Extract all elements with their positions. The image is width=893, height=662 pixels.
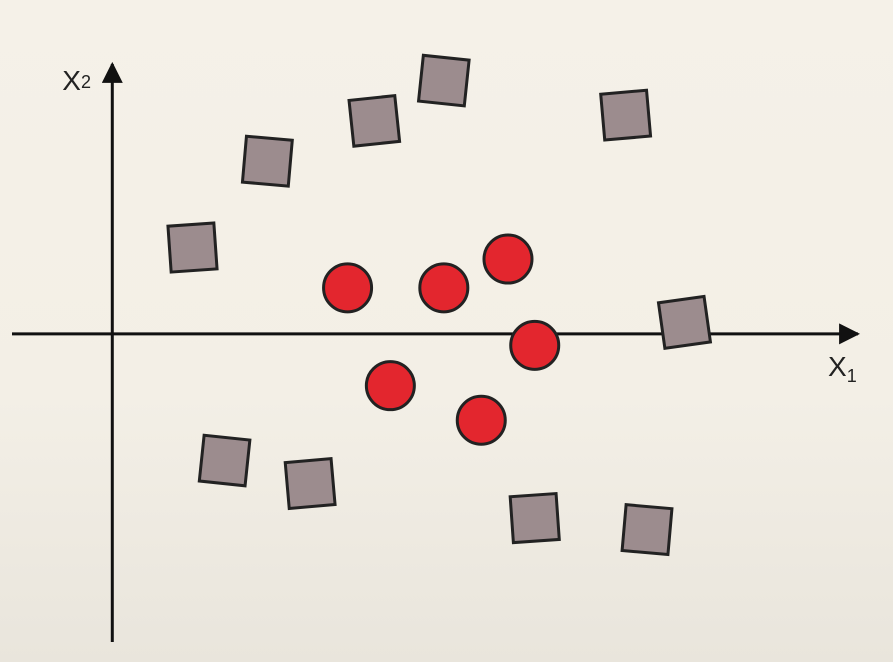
x-axis-label: X1 [828,351,857,386]
y-axis-label: X2 [62,65,91,96]
square-point [197,433,252,488]
circle-point [364,360,416,412]
square-point [166,221,219,274]
x-axis-label-subscript: 1 [847,366,857,386]
circle-point [418,262,470,314]
data-points [166,53,713,557]
square-point [599,88,653,142]
y-axis-label-subscript: 2 [81,72,91,92]
square-point [656,294,713,351]
square-point [283,457,337,511]
square-point [620,503,674,557]
circle-point [509,319,561,371]
circle-point [322,262,374,314]
square-point [416,53,471,108]
circle-point [455,394,507,446]
circle-point [482,233,534,285]
square-point [347,93,402,148]
square-point [508,491,561,545]
square-point [240,134,294,188]
y-axis-label-main: X [62,65,81,96]
x-axis-label-main: X [828,351,847,382]
